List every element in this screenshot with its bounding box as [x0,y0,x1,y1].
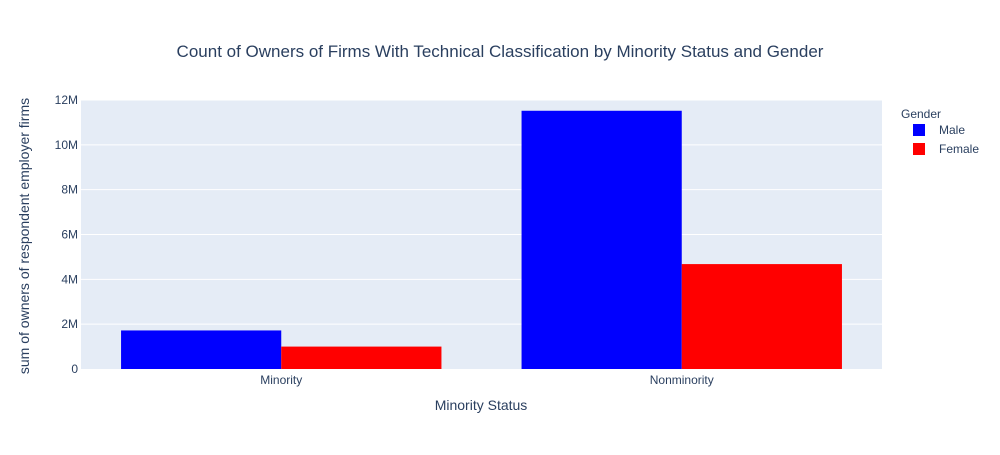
x-tick-label: Minority [260,373,302,387]
y-tick-label: 10M [55,138,78,152]
y-tick-label: 6M [61,228,78,242]
legend-title: Gender [901,107,941,121]
legend-label-male[interactable]: Male [939,123,965,137]
y-tick-label: 12M [55,93,78,107]
x-axis-ticks: Minority Nonminority [260,373,714,387]
bar-male-nonminority[interactable] [521,110,682,369]
y-tick-label: 0 [71,362,78,376]
legend-items: Male Female [913,123,979,156]
bar-female-minority[interactable] [281,346,442,369]
x-axis-title: Minority Status [435,397,528,413]
y-tick-label: 2M [61,317,78,331]
y-tick-label: 4M [61,272,78,286]
legend-swatch-female[interactable] [913,143,925,155]
legend: Gender Male Female [901,107,979,156]
y-axis-ticks: 0 2M 4M 6M 8M 10M 12M [55,93,79,376]
bars [121,110,842,369]
x-tick-label: Nonminority [650,373,714,387]
bar-female-nonminority[interactable] [681,264,842,369]
legend-swatch-male[interactable] [913,124,925,136]
y-tick-label: 8M [61,183,78,197]
gridlines [81,99,882,325]
chart-title: Count of Owners of Firms With Technical … [177,42,824,61]
bar-male-minority[interactable] [121,330,282,369]
y-axis-title: sum of owners of respondent employer fir… [16,98,32,374]
legend-label-female[interactable]: Female [939,142,979,156]
